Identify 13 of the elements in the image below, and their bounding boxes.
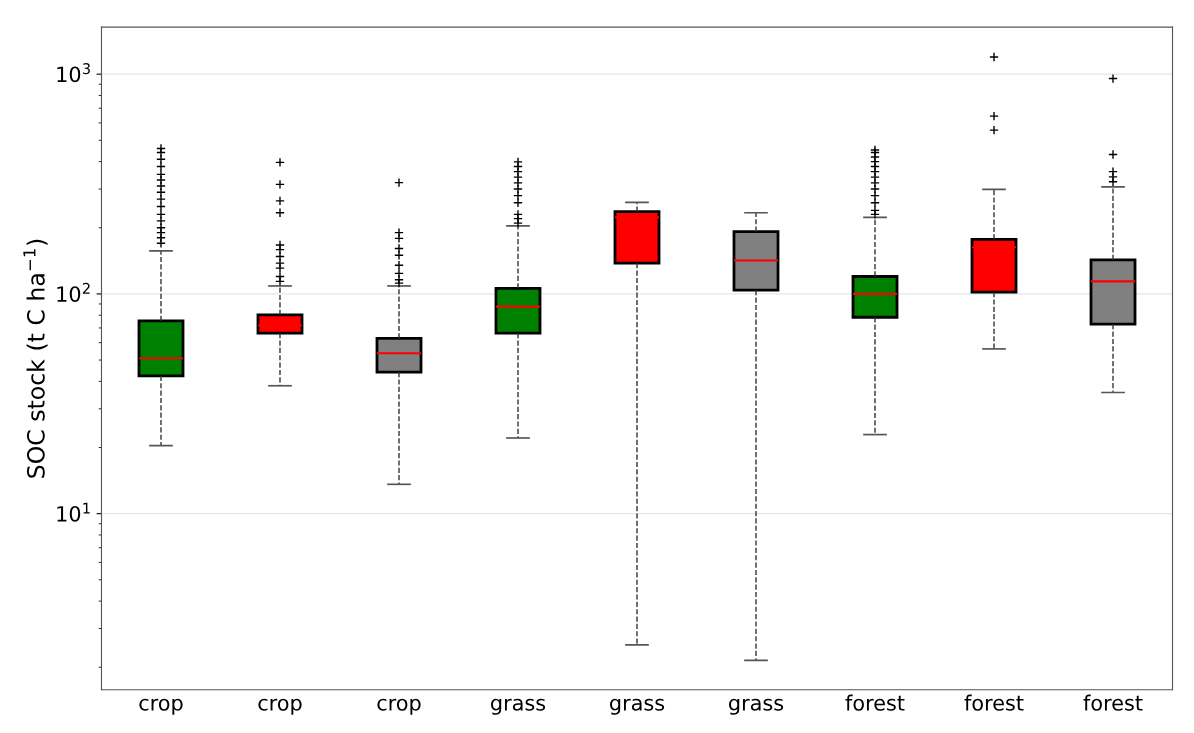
y-axis-title: SOC stock (t C ha$^{−1}$)	[23, 239, 48, 478]
y-tick-label: 10$^{1}$	[57, 502, 90, 522]
x-tick-label: crop	[258, 698, 302, 715]
x-tick-label: forest	[1083, 694, 1143, 711]
x-tick-label: crop	[377, 698, 421, 715]
y-tick-label: 10$^{2}$	[57, 282, 90, 302]
x-tick-label: forest	[964, 694, 1024, 711]
x-tick-label: grass	[729, 698, 784, 715]
x-tick-label: forest	[845, 694, 905, 711]
y-tick-label: 10$^{3}$	[57, 63, 90, 83]
x-tick-label: crop	[139, 698, 183, 715]
x-tick-label: grass	[491, 698, 546, 715]
x-tick-label: grass	[610, 698, 665, 715]
